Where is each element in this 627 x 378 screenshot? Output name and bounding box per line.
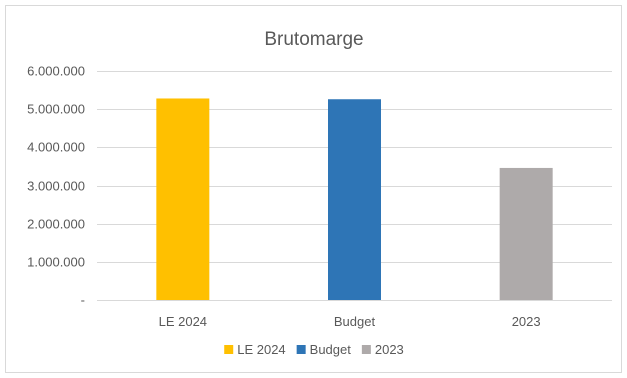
y-axis-tick-labels: - 1.000.000 2.000.000 3.000.000 4.000.000 5.0… [27,64,85,308]
legend-label: Budget [310,342,352,357]
y-tick-label: - [81,293,85,308]
bar-2023 [499,167,553,300]
x-axis-category-labels: LE 2024 Budget 2023 [159,314,541,329]
y-tick-label: 5.000.000 [27,102,85,117]
legend-label: 2023 [375,342,404,357]
bar-le-2024 [156,98,210,300]
y-tick-label: 4.000.000 [27,140,85,155]
chart-title: Brutomarge [264,29,363,50]
y-tick-label: 6.000.000 [27,64,85,79]
x-tick-label: 2023 [512,314,541,329]
legend-swatch [224,345,234,354]
y-tick-label: 1.000.000 [27,255,85,270]
x-tick-label: Budget [334,314,376,329]
legend-swatch [361,345,371,354]
x-tick-label: LE 2024 [159,314,207,329]
y-tick-label: 3.000.000 [27,179,85,194]
y-tick-label: 2.000.000 [27,217,85,232]
legend-label: LE 2024 [237,342,285,357]
bar-budget [328,99,381,300]
legend-swatch [296,345,306,354]
bars [156,98,553,300]
legend: LE 2024 Budget 2023 [224,342,404,357]
